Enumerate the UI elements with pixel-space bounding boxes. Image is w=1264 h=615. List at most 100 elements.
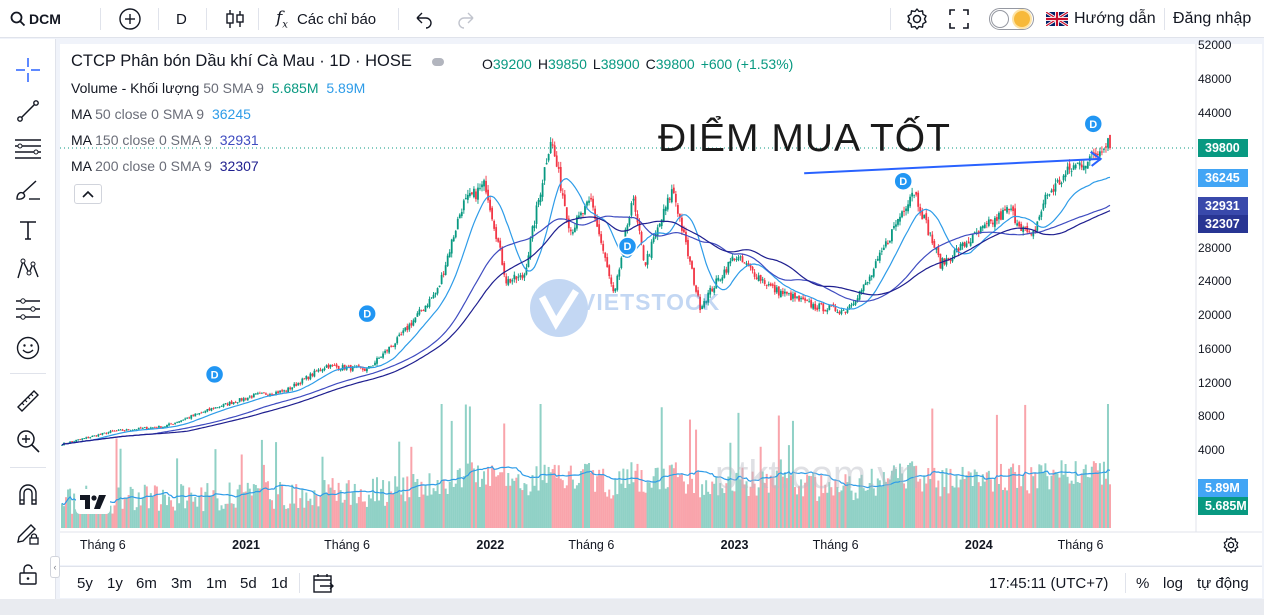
market-status-icon xyxy=(431,57,444,66)
undo-button[interactable] xyxy=(414,0,434,38)
legend-ma150[interactable]: MA 150 close 0 SMA 9 32931 xyxy=(71,132,259,148)
range-button-1m[interactable]: 1m xyxy=(206,574,227,592)
volume-bar xyxy=(246,482,249,528)
redo-button[interactable] xyxy=(456,0,476,38)
candle-body xyxy=(971,233,974,243)
price-chart[interactable]: D D D D D xyxy=(60,44,1262,565)
legend-volume[interactable]: Volume - Khối lượng 50 SMA 9 5.685M 5.89… xyxy=(71,80,365,96)
volume-bar xyxy=(989,479,992,528)
range-button-3m[interactable]: 3m xyxy=(171,574,192,592)
login-link[interactable]: Đăng nhập xyxy=(1173,0,1251,38)
legend-collapse-button[interactable] xyxy=(74,184,102,204)
volume-bar xyxy=(1056,473,1059,528)
volume-bar xyxy=(590,472,593,528)
log-scale-button[interactable]: log xyxy=(1163,567,1183,599)
collapse-toolbar-button[interactable]: ‹ xyxy=(50,556,60,578)
candle-body xyxy=(222,403,225,407)
tradingview-logo[interactable] xyxy=(76,489,110,514)
range-button-5y[interactable]: 5y xyxy=(77,574,93,592)
candle-body xyxy=(61,444,63,446)
chart-pane[interactable]: D D D D D VIETSTOCK ptkt.com.vn ĐIỂM MUA TỐT… xyxy=(60,38,1262,565)
candle-body xyxy=(826,310,829,312)
legend-symbol-title[interactable]: CTCP Phân bón Dầu khí Cà Mau · 1D · HOSE xyxy=(71,52,444,71)
volume-bar xyxy=(466,463,469,528)
legend-ma200[interactable]: MA 200 close 0 SMA 9 32307 xyxy=(71,158,259,174)
chart-annotation-text[interactable]: ĐIỂM MUA TỐT xyxy=(658,117,951,160)
lock-icon xyxy=(19,564,37,585)
axis-settings-button[interactable] xyxy=(1222,536,1240,559)
volume-bar xyxy=(638,491,641,528)
magnet-tool[interactable] xyxy=(14,481,42,509)
volume-bar xyxy=(1034,473,1037,528)
percent-scale-button[interactable]: % xyxy=(1136,567,1149,599)
candle-body xyxy=(317,369,320,372)
volume-bar xyxy=(832,495,835,528)
candle-body xyxy=(814,303,817,310)
candle-body xyxy=(541,183,544,197)
candle-body xyxy=(523,274,526,278)
volume-bar xyxy=(711,481,714,528)
emoji-tool[interactable] xyxy=(14,334,42,362)
dividend-marker: D xyxy=(617,236,638,256)
chart-type-button[interactable] xyxy=(224,0,246,38)
volume-bar xyxy=(287,508,290,528)
crosshair-tool[interactable] xyxy=(14,56,42,84)
volume-bar xyxy=(313,490,316,528)
candle-body xyxy=(509,278,512,283)
add-compare-button[interactable] xyxy=(118,0,142,38)
auto-scale-button[interactable]: tự động xyxy=(1197,567,1249,599)
range-button-6m[interactable]: 6m xyxy=(136,574,157,592)
trend-line-tool[interactable] xyxy=(14,97,42,125)
price-tick: 44000 xyxy=(1198,105,1232,120)
candle-body xyxy=(238,398,241,402)
interval-button[interactable]: D xyxy=(176,0,187,38)
brush-tool[interactable] xyxy=(14,176,42,204)
candle-body xyxy=(830,305,833,307)
candle-body xyxy=(612,285,615,292)
volume-bar xyxy=(505,485,508,528)
volume-bar xyxy=(678,475,681,528)
candle-body xyxy=(271,393,273,395)
goto-date-button[interactable] xyxy=(313,567,335,599)
horizontal-scrollbar[interactable] xyxy=(0,599,1264,615)
volume-bar xyxy=(846,482,849,528)
pattern-tool[interactable] xyxy=(14,255,42,283)
candle-body xyxy=(105,432,108,434)
volume-bar xyxy=(709,494,712,528)
range-button-1d[interactable]: 1d xyxy=(271,574,288,592)
candle-body xyxy=(499,240,502,248)
fullscreen-button[interactable] xyxy=(948,0,970,38)
candle-body xyxy=(424,305,427,312)
range-button-5d[interactable]: 5d xyxy=(240,574,257,592)
fib-tool[interactable] xyxy=(14,135,42,163)
edit-drawings-tool[interactable] xyxy=(14,520,42,548)
range-button-1y[interactable]: 1y xyxy=(107,574,123,592)
candle-body xyxy=(864,282,867,285)
forecast-tool[interactable] xyxy=(14,295,42,323)
zoom-tool[interactable] xyxy=(14,427,42,455)
buy-arrow-line xyxy=(804,157,1101,175)
volume-bar xyxy=(818,496,821,528)
indicators-button[interactable]: fx Các chỉ báo xyxy=(276,0,376,38)
symbol-search-button[interactable]: DCM xyxy=(10,0,61,38)
volume-bar xyxy=(172,506,175,528)
volume-bar xyxy=(959,479,962,528)
theme-toggle[interactable] xyxy=(989,0,1034,38)
volume-bar xyxy=(351,491,354,528)
volume-bar xyxy=(731,490,734,528)
lock-tool[interactable] xyxy=(14,560,42,588)
volume-bar xyxy=(919,478,922,528)
legend-ma50[interactable]: MA 50 close 0 SMA 9 36245 xyxy=(71,106,251,122)
measure-tool[interactable] xyxy=(14,387,42,415)
settings-button[interactable] xyxy=(905,0,929,38)
candle-body xyxy=(250,396,253,398)
volume-bar xyxy=(854,492,857,528)
text-tool[interactable] xyxy=(14,216,42,244)
candle-body xyxy=(258,392,261,394)
dividend-marker: D xyxy=(204,364,225,385)
volume-bar xyxy=(664,488,667,528)
clock-timezone[interactable]: 17:45:11 (UTC+7) xyxy=(989,567,1108,599)
candle-body xyxy=(335,364,338,367)
help-link[interactable]: Hướng dẫn xyxy=(1046,0,1156,38)
volume-bar xyxy=(222,508,225,528)
